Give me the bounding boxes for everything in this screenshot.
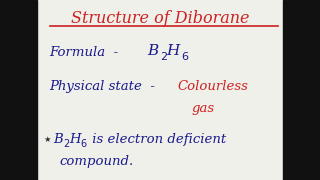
Text: compound.: compound.	[59, 155, 133, 168]
Text: H: H	[69, 133, 80, 146]
Text: is electron deficient: is electron deficient	[88, 133, 226, 146]
Text: gas: gas	[192, 102, 215, 115]
Text: 2: 2	[63, 139, 69, 149]
Text: 2: 2	[160, 52, 167, 62]
Text: Physical state  -: Physical state -	[50, 80, 164, 93]
Text: B: B	[53, 133, 62, 146]
Text: 6: 6	[80, 139, 86, 149]
Text: ★: ★	[43, 135, 51, 144]
Text: H: H	[166, 44, 180, 58]
Text: Formula  -: Formula -	[50, 46, 132, 59]
Bar	[0, 0, 37, 180]
Bar	[283, 0, 320, 180]
Text: 6: 6	[181, 52, 188, 62]
Text: Structure of Diborane: Structure of Diborane	[71, 10, 249, 27]
Text: B: B	[147, 44, 158, 58]
Text: Colourless: Colourless	[178, 80, 248, 93]
